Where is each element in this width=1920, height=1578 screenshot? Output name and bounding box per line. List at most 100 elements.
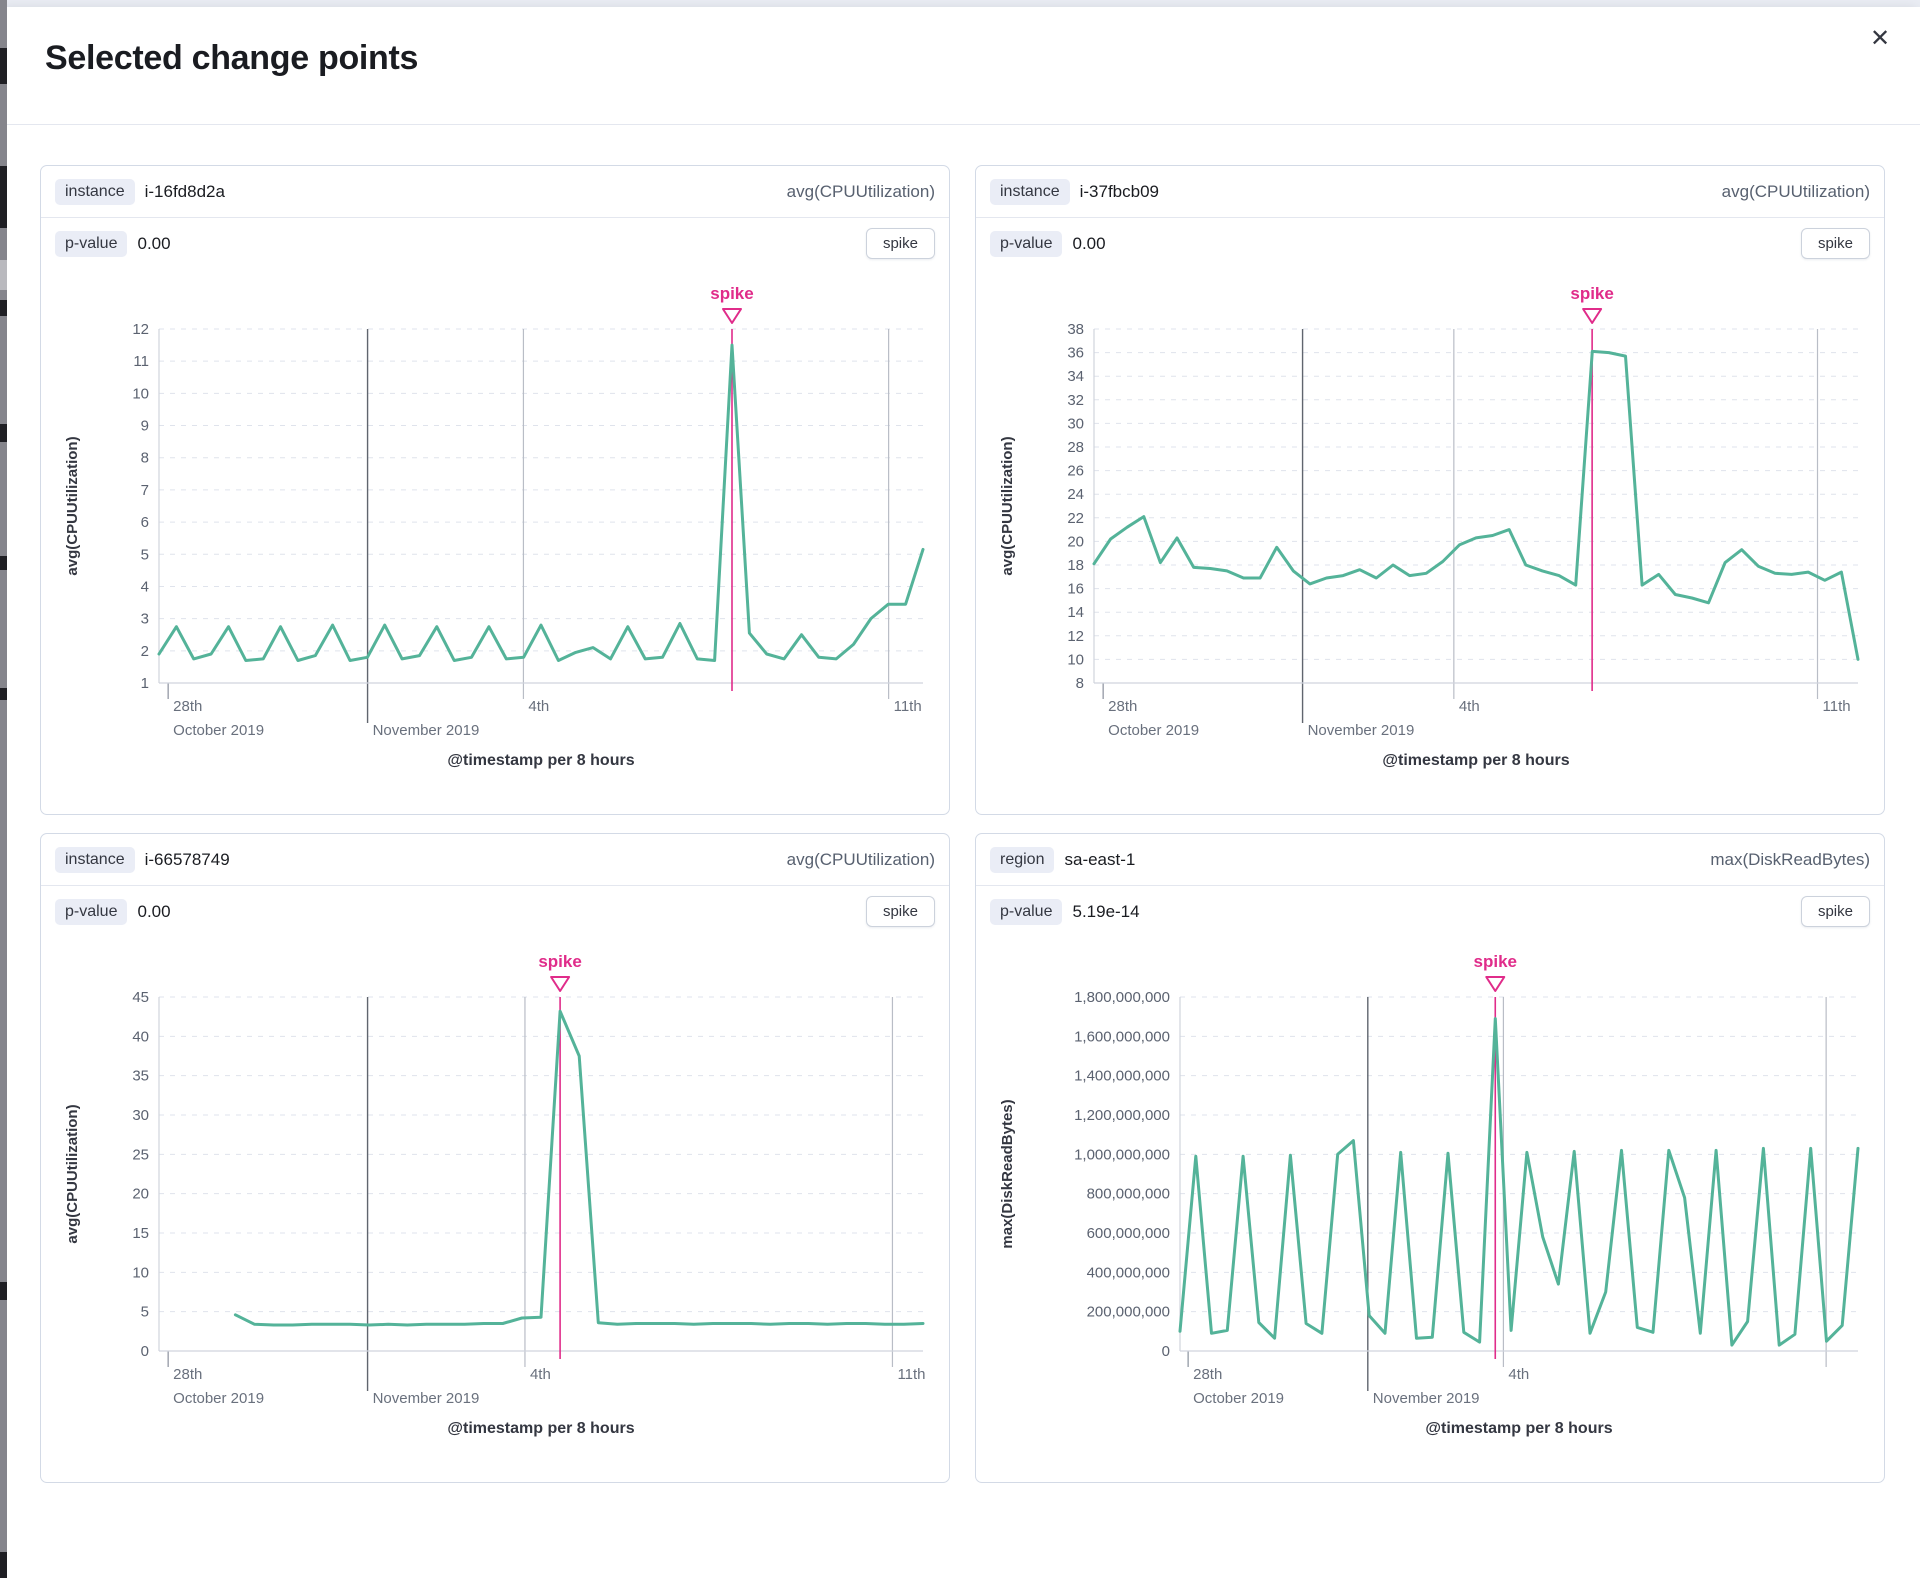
svg-text:4: 4 bbox=[141, 578, 149, 595]
svg-text:32: 32 bbox=[1067, 392, 1084, 409]
divider bbox=[41, 885, 949, 886]
svg-text:28th: 28th bbox=[173, 1366, 202, 1383]
svg-text:1,000,000,000: 1,000,000,000 bbox=[1074, 1146, 1170, 1163]
pvalue-badge: p-value bbox=[55, 230, 128, 257]
svg-text:spike: spike bbox=[538, 952, 581, 971]
change-point-chart: 8 10 12 14 16 18 20 22 24 26 28 30 32 34 36 38 28th Octob… bbox=[976, 259, 1884, 781]
metric-label: avg(CPUUtilization) bbox=[786, 850, 935, 869]
card-subheader: p-value 0.00 spike bbox=[41, 886, 949, 927]
spike-type-button[interactable]: spike bbox=[1800, 228, 1870, 259]
card-header: instance i-37fbcb09 avg(CPUUtilization) bbox=[976, 166, 1884, 217]
card-header: instance i-16fd8d2a avg(CPUUtilization) bbox=[41, 166, 949, 217]
svg-text:26: 26 bbox=[1067, 463, 1084, 480]
field-value: i-37fbcb09 bbox=[1079, 182, 1159, 201]
svg-text:5: 5 bbox=[141, 546, 149, 563]
svg-text:7: 7 bbox=[141, 482, 149, 499]
svg-text:8: 8 bbox=[1076, 675, 1084, 692]
svg-text:22: 22 bbox=[1067, 510, 1084, 527]
pvalue-value: 0.00 bbox=[137, 233, 171, 253]
card-subheader: p-value 0.00 spike bbox=[41, 218, 949, 259]
svg-text:spike: spike bbox=[1474, 952, 1517, 971]
change-point-card-4: region sa-east-1 max(DiskReadBytes) p-va… bbox=[975, 833, 1885, 1483]
svg-text:avg(CPUUtilization): avg(CPUUtilization) bbox=[64, 436, 81, 575]
svg-text:November 2019: November 2019 bbox=[1308, 722, 1415, 739]
svg-text:200,000,000: 200,000,000 bbox=[1087, 1304, 1170, 1321]
close-icon[interactable]: ✕ bbox=[1860, 19, 1900, 59]
svg-text:October 2019: October 2019 bbox=[173, 1390, 264, 1407]
background-fragment bbox=[0, 688, 7, 700]
svg-text:October 2019: October 2019 bbox=[1193, 1390, 1284, 1407]
background-fragment bbox=[0, 48, 7, 84]
svg-text:4th: 4th bbox=[1459, 698, 1480, 715]
flyout-header: Selected change points ✕ bbox=[7, 7, 1920, 125]
svg-text:0: 0 bbox=[141, 1343, 149, 1360]
svg-text:28th: 28th bbox=[1193, 1366, 1222, 1383]
divider bbox=[976, 217, 1884, 218]
svg-text:@timestamp per 8 hours: @timestamp per 8 hours bbox=[447, 752, 634, 769]
change-point-chart: 0 5 10 15 20 25 30 35 40 45 28th October 2019 Novemb… bbox=[41, 927, 949, 1449]
change-point-card-2: instance i-37fbcb09 avg(CPUUtilization) … bbox=[975, 165, 1885, 815]
change-point-card-1: instance i-16fd8d2a avg(CPUUtilization) … bbox=[40, 165, 950, 815]
svg-text:34: 34 bbox=[1067, 368, 1084, 385]
svg-text:30: 30 bbox=[1067, 415, 1084, 432]
svg-text:28th: 28th bbox=[1108, 698, 1137, 715]
svg-text:2: 2 bbox=[141, 643, 149, 660]
svg-text:11th: 11th bbox=[1823, 698, 1851, 715]
svg-text:@timestamp per 8 hours: @timestamp per 8 hours bbox=[1382, 752, 1569, 769]
line-chart: 0 5 10 15 20 25 30 35 40 45 28th October 2019 Novemb… bbox=[64, 952, 926, 1437]
spike-type-button[interactable]: spike bbox=[1800, 896, 1870, 927]
svg-text:@timestamp per 8 hours: @timestamp per 8 hours bbox=[1425, 1420, 1612, 1437]
pvalue-badge: p-value bbox=[990, 230, 1063, 257]
svg-text:1,600,000,000: 1,600,000,000 bbox=[1074, 1028, 1170, 1045]
svg-text:November 2019: November 2019 bbox=[1373, 1390, 1480, 1407]
svg-text:spike: spike bbox=[710, 284, 753, 303]
pvalue-value: 0.00 bbox=[137, 901, 171, 921]
svg-text:@timestamp per 8 hours: @timestamp per 8 hours bbox=[447, 1420, 634, 1437]
metric-label: max(DiskReadBytes) bbox=[1710, 850, 1870, 869]
background-fragment bbox=[0, 1282, 7, 1300]
change-point-grid: instance i-16fd8d2a avg(CPUUtilization) … bbox=[40, 165, 1892, 1483]
svg-text:20: 20 bbox=[132, 1186, 149, 1203]
field-badge: region bbox=[990, 847, 1055, 873]
svg-text:12: 12 bbox=[1067, 628, 1084, 645]
change-point-chart: 0 200,000,000 400,000,000 600,000,000 800,00… bbox=[976, 927, 1884, 1449]
spike-type-button[interactable]: spike bbox=[865, 896, 935, 927]
svg-text:November 2019: November 2019 bbox=[373, 722, 480, 739]
page-title: Selected change points bbox=[45, 39, 419, 77]
background-fragment bbox=[0, 260, 7, 290]
spike-type-button[interactable]: spike bbox=[865, 228, 935, 259]
change-points-flyout: Selected change points ✕ instance i-16fd… bbox=[7, 7, 1920, 1578]
field-badge: instance bbox=[55, 847, 135, 873]
svg-text:16: 16 bbox=[1067, 581, 1084, 598]
svg-text:4th: 4th bbox=[530, 1366, 551, 1383]
background-fragment bbox=[0, 556, 7, 570]
field-badge: instance bbox=[990, 179, 1070, 205]
svg-text:3: 3 bbox=[141, 611, 149, 628]
background-fragment bbox=[0, 166, 7, 228]
metric-label: avg(CPUUtilization) bbox=[786, 182, 935, 201]
svg-text:12: 12 bbox=[132, 321, 149, 338]
pvalue-value: 5.19e-14 bbox=[1072, 901, 1140, 921]
divider bbox=[41, 217, 949, 218]
field-value: i-66578749 bbox=[144, 850, 230, 869]
svg-text:28: 28 bbox=[1067, 439, 1084, 456]
svg-text:24: 24 bbox=[1067, 486, 1084, 503]
svg-text:October 2019: October 2019 bbox=[173, 722, 264, 739]
svg-text:9: 9 bbox=[141, 418, 149, 435]
svg-text:11th: 11th bbox=[894, 698, 922, 715]
card-header: instance i-66578749 avg(CPUUtilization) bbox=[41, 834, 949, 885]
svg-text:14: 14 bbox=[1067, 604, 1084, 621]
pvalue-badge: p-value bbox=[990, 898, 1063, 925]
svg-text:1,200,000,000: 1,200,000,000 bbox=[1074, 1107, 1170, 1124]
svg-text:800,000,000: 800,000,000 bbox=[1087, 1186, 1170, 1203]
svg-text:6: 6 bbox=[141, 514, 149, 531]
card-header: region sa-east-1 max(DiskReadBytes) bbox=[976, 834, 1884, 885]
svg-text:avg(CPUUtilization): avg(CPUUtilization) bbox=[64, 1104, 81, 1243]
svg-text:600,000,000: 600,000,000 bbox=[1087, 1225, 1170, 1242]
svg-text:8: 8 bbox=[141, 450, 149, 467]
svg-text:4th: 4th bbox=[528, 698, 549, 715]
svg-text:10: 10 bbox=[132, 1264, 149, 1281]
svg-text:max(DiskReadBytes): max(DiskReadBytes) bbox=[999, 1099, 1016, 1248]
svg-text:38: 38 bbox=[1067, 321, 1084, 338]
